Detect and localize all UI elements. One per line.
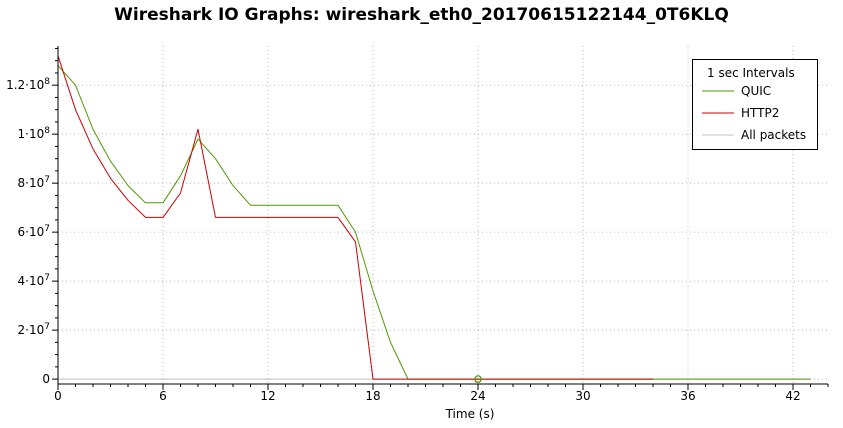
- legend: 1 sec Intervals QUIC HTTP2 All packets: [692, 59, 818, 150]
- y-tick-label: 4·107: [18, 273, 50, 288]
- y-tick-label-base: 1.2·10: [6, 78, 44, 92]
- x-tick-label: 18: [365, 389, 380, 403]
- y-tick-label-exponent: 7: [44, 322, 50, 332]
- y-tick-label-exponent: 7: [44, 224, 50, 234]
- y-tick-label: 8·107: [18, 175, 50, 190]
- series-lines: [57, 55, 811, 383]
- legend-box: [692, 59, 818, 150]
- series-line-http2[interactable]: [57, 55, 653, 380]
- y-tick-label-exponent: 7: [44, 273, 50, 283]
- y-tick-label: 2·107: [18, 322, 50, 337]
- x-tick-label: 6: [159, 389, 167, 403]
- axes: 0 6 12 18 24 30 36 4202·1074·1076·1078·1071·108…: [6, 46, 829, 421]
- y-tick-label-base: 8·10: [18, 176, 45, 190]
- y-tick-label-base: 4·10: [18, 274, 45, 288]
- y-tick-label: 1.2·108: [6, 77, 50, 92]
- legend-label-http2: HTTP2: [741, 106, 779, 120]
- x-tick-label: 42: [785, 389, 800, 403]
- x-tick-label: 12: [260, 389, 275, 403]
- x-tick-label: 24: [470, 389, 485, 403]
- x-tick-label: 36: [680, 389, 695, 403]
- x-axis-title: Time (s): [445, 407, 495, 421]
- x-tick-label: 30: [575, 389, 590, 403]
- x-tick-label: 0: [54, 389, 62, 403]
- y-tick-label-exponent: 7: [44, 175, 50, 185]
- y-tick-label-base: 2·10: [18, 323, 45, 337]
- chart-title: Wireshark IO Graphs: wireshark_eth0_2017…: [114, 5, 729, 25]
- y-tick-label-base: 1·10: [18, 127, 45, 141]
- y-tick-label: 1·108: [18, 126, 51, 141]
- y-tick-label: 0: [42, 372, 50, 386]
- legend-title: 1 sec Intervals: [707, 66, 795, 80]
- y-tick-label-base: 6·10: [18, 225, 45, 239]
- y-tick-label-exponent: 8: [44, 126, 50, 136]
- y-tick-label: 6·107: [18, 224, 50, 239]
- y-tick-label-base: 0: [42, 372, 50, 386]
- graph-marker[interactable]: [474, 375, 482, 383]
- legend-label-quic: QUIC: [741, 84, 771, 98]
- y-tick-label-exponent: 8: [44, 77, 50, 87]
- legend-label-all-packets: All packets: [741, 128, 806, 142]
